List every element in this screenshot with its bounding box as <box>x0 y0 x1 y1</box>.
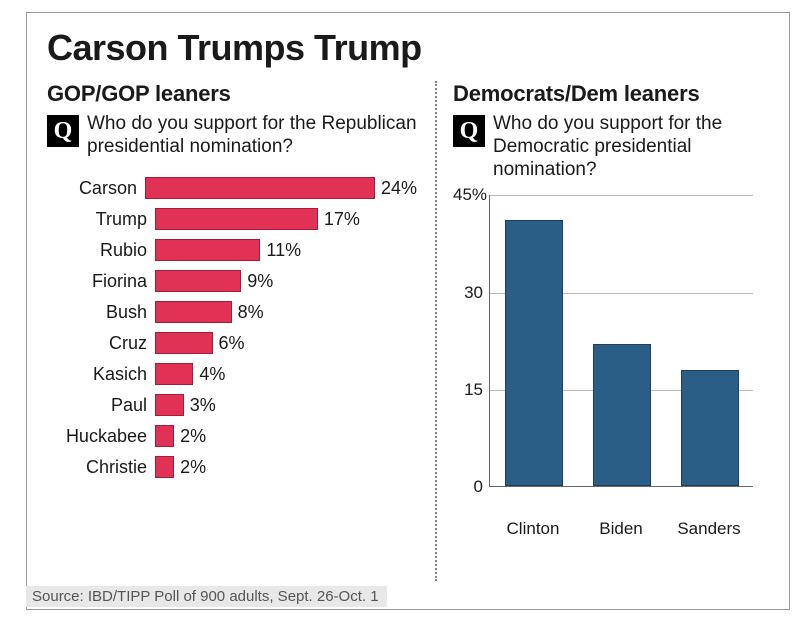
hbar-track: 11% <box>155 235 417 266</box>
hbar-row: Carson 24% <box>47 173 417 204</box>
ytick-label: 45% <box>453 185 483 205</box>
hbar-fill <box>155 332 213 354</box>
columns: GOP/GOP leaners Q Who do you support for… <box>47 81 769 515</box>
hbar-value: 2% <box>180 457 206 478</box>
hbar-value: 4% <box>199 364 225 385</box>
hbar-row: Huckabee 2% <box>47 421 417 452</box>
hbar-value: 17% <box>324 209 360 230</box>
hbar-track: 4% <box>155 359 417 390</box>
gridline <box>490 195 753 196</box>
ytick-label: 30 <box>453 283 483 303</box>
hbar-value: 3% <box>190 395 216 416</box>
hbar-fill <box>155 425 174 447</box>
hbar-fill <box>155 456 174 478</box>
hbar-fill <box>155 363 193 385</box>
hbar-track: 3% <box>155 390 417 421</box>
hbar-track: 6% <box>155 328 417 359</box>
question-badge-icon: Q <box>453 115 485 147</box>
hbar-label: Christie <box>47 457 155 478</box>
hbar-label: Huckabee <box>47 426 155 447</box>
dem-plot-area <box>489 195 753 487</box>
hbar-value: 24% <box>381 178 417 199</box>
dem-bar-chart: 0153045%ClintonBidenSanders <box>453 195 753 515</box>
column-divider <box>435 81 437 581</box>
ytick-label: 15 <box>453 380 483 400</box>
hbar-track: 2% <box>155 421 417 452</box>
hbar-row: Cruz 6% <box>47 328 417 359</box>
hbar-fill <box>155 239 260 261</box>
left-subhead: GOP/GOP leaners <box>47 81 417 107</box>
right-subhead: Democrats/Dem leaners <box>453 81 765 107</box>
hbar-label: Fiorina <box>47 271 155 292</box>
hbar-fill <box>155 208 318 230</box>
ytick-label: 0 <box>453 477 483 497</box>
hbar-track: 17% <box>155 204 417 235</box>
right-question-text: Who do you support for the Democratic pr… <box>493 113 765 181</box>
hbar-label: Trump <box>47 209 155 230</box>
hbar-track: 24% <box>145 173 417 204</box>
hbar-label: Cruz <box>47 333 155 354</box>
hbar-label: Bush <box>47 302 155 323</box>
vbar-label: Sanders <box>665 515 753 539</box>
vbar-label: Clinton <box>489 515 577 539</box>
source-line: Source: IBD/TIPP Poll of 900 adults, Sep… <box>26 586 387 607</box>
hbar-fill <box>145 177 375 199</box>
vbar <box>681 370 739 487</box>
hbar-fill <box>155 301 232 323</box>
hbar-row: Fiorina 9% <box>47 266 417 297</box>
hbar-value: 9% <box>247 271 273 292</box>
hbar-track: 8% <box>155 297 417 328</box>
gop-bar-chart: Carson 24% Trump 17% Rubio 11% Fiorina 9% Bush 8%… <box>47 173 417 483</box>
left-question-text: Who do you support for the Republican pr… <box>87 113 417 159</box>
hbar-label: Paul <box>47 395 155 416</box>
vbar <box>593 344 651 487</box>
hbar-fill <box>155 394 184 416</box>
left-question: Q Who do you support for the Republican … <box>47 113 417 159</box>
hbar-row: Trump 17% <box>47 204 417 235</box>
hbar-value: 8% <box>238 302 264 323</box>
right-column: Democrats/Dem leaners Q Who do you suppo… <box>435 81 765 515</box>
chart-frame: Carson Trumps Trump GOP/GOP leaners Q Wh… <box>26 12 790 610</box>
hbar-value: 2% <box>180 426 206 447</box>
hbar-fill <box>155 270 241 292</box>
hbar-label: Carson <box>47 178 145 199</box>
vbar-label: Biden <box>577 515 665 539</box>
hbar-row: Rubio 11% <box>47 235 417 266</box>
hbar-value: 6% <box>219 333 245 354</box>
hbar-row: Kasich 4% <box>47 359 417 390</box>
question-badge-icon: Q <box>47 115 79 147</box>
hbar-label: Rubio <box>47 240 155 261</box>
right-question: Q Who do you support for the Democratic … <box>453 113 765 181</box>
hbar-row: Bush 8% <box>47 297 417 328</box>
hbar-track: 9% <box>155 266 417 297</box>
hbar-row: Paul 3% <box>47 390 417 421</box>
vbar <box>505 220 563 486</box>
left-column: GOP/GOP leaners Q Who do you support for… <box>47 81 435 515</box>
hbar-track: 2% <box>155 452 417 483</box>
page-title: Carson Trumps Trump <box>47 27 769 69</box>
hbar-label: Kasich <box>47 364 155 385</box>
hbar-row: Christie 2% <box>47 452 417 483</box>
hbar-value: 11% <box>266 240 301 261</box>
